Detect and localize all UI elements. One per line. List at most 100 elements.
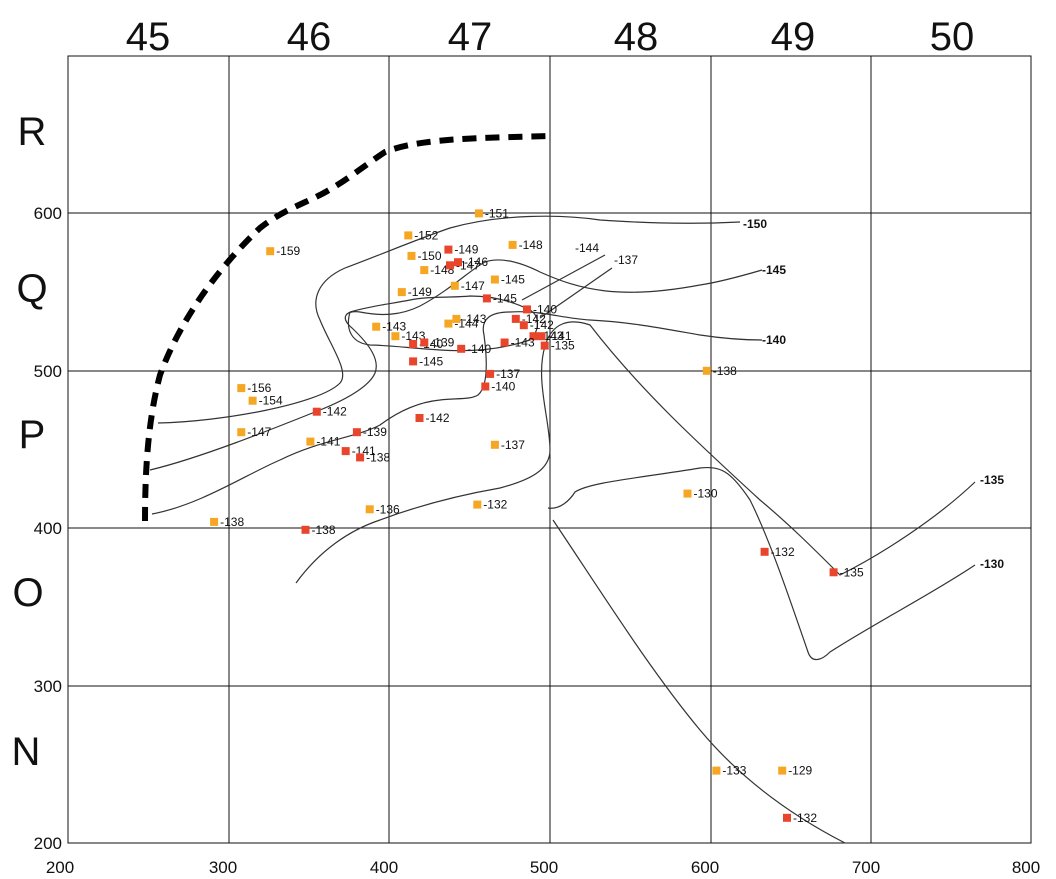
sample-marker [248,396,257,405]
sample-marker [523,305,531,314]
column-header: 50 [930,15,975,59]
sample-marker [454,258,462,267]
sample-marker-label: -139 [430,336,454,350]
column-header: 45 [126,15,171,59]
sample-marker-label: -140 [491,380,515,394]
leader-line-137 [539,267,613,319]
sample-marker [404,231,413,240]
sample-marker-label: -137 [496,367,520,381]
sample-marker-label: -149 [408,285,432,299]
x-tick-label: 700 [852,858,880,877]
sample-marker-label: -141 [316,435,340,449]
sample-marker [397,288,406,297]
sample-marker-label: -138 [366,450,390,464]
column-header: 46 [287,15,332,59]
sample-marker-label: -138 [312,523,336,537]
sample-marker [702,366,711,375]
y-axis-ticks: 600 500 400 300 200 [34,204,62,853]
sample-marker [420,266,429,275]
sample-marker-label: -132 [793,811,817,825]
sample-marker [519,321,528,330]
sample-marker [266,247,275,256]
sample-marker-label: -135 [840,565,864,579]
sample-marker [372,322,381,331]
sample-marker [301,525,310,534]
sample-marker-label: -135 [551,339,575,353]
sample-marker-label: -129 [788,764,812,778]
sample-marker-label: -142 [426,411,450,425]
sample-marker-label: -130 [694,487,718,501]
sample-marker-label: -147 [461,279,485,293]
x-tick-label: 300 [209,858,237,877]
sample-marker [760,547,769,556]
column-header: 49 [771,15,816,59]
contour-labels: -150 -145 -140 -135 -130 [743,217,1004,571]
row-header: N [12,730,41,774]
leader-line-144 [521,254,606,301]
sample-marker [391,332,400,341]
sample-marker [237,428,246,437]
sample-marker-label: -144 [454,317,478,331]
leader-labels: -144 -137 [575,241,638,267]
sample-marker-label: -143 [462,312,486,326]
column-header: 48 [614,15,659,59]
row-header: P [19,413,46,457]
sample-marker-label: -132 [771,545,795,559]
sample-marker [341,447,350,456]
contour-label-140: -140 [762,333,786,347]
sample-marker-label: -147 [456,258,480,272]
y-tick-label: 600 [34,204,62,223]
sample-marker-label: -136 [376,502,400,516]
contour-line-145 [149,259,763,471]
leader-label-144: -144 [575,241,599,255]
y-tick-label: 500 [34,362,62,381]
sample-marker [486,369,495,378]
sample-marker-label: -145 [493,291,517,305]
sample-marker [511,314,520,323]
sample-marker [482,294,491,303]
y-tick-label: 400 [34,519,62,538]
sample-marker-label: -143 [511,336,535,350]
sample-marker [481,382,490,391]
sample-marker-label: -143 [382,320,406,334]
sample-marker-label: -151 [485,206,509,220]
contour-label-130: -130 [980,557,1004,571]
sample-marker [452,314,461,323]
row-headers: R Q P O N [12,110,48,774]
sample-marker [508,240,517,249]
sample-marker-label: -145 [419,354,443,368]
sample-marker-label: -159 [276,244,300,258]
sample-marker-label: -143 [401,329,425,343]
column-header: 47 [448,15,493,59]
sample-marker [237,384,246,393]
sample-marker [420,338,429,347]
contour-line-140 [151,311,763,515]
x-tick-label: 200 [46,858,74,877]
sample-marker [457,344,466,353]
row-header: O [12,571,43,615]
contour-line-135-a [295,321,976,584]
sample-marker-label: -143 [540,329,564,343]
sample-marker-label: -140 [467,342,491,356]
leader-label-137: -137 [614,253,638,267]
dashed-boundary [142,133,549,522]
sample-marker [537,332,546,341]
sample-marker-label: -149 [454,243,478,257]
sample-marker [473,500,482,509]
sample-marker-label: -138 [713,364,737,378]
sample-marker [444,319,453,328]
sample-marker [712,766,721,775]
contour-label-145: -145 [762,263,786,277]
x-axis-ticks: 200 300 400 500 600 700 800 [46,858,1040,877]
sample-marker-label: -138 [220,515,244,529]
sample-marker [450,281,459,290]
sample-marker [474,209,483,218]
x-tick-label: 600 [691,858,719,877]
sample-marker-label: -140 [533,302,557,316]
map-grid [67,55,1032,844]
row-header: Q [16,267,47,311]
contour-label-135: -135 [980,473,1004,487]
sample-marker [210,517,219,526]
sample-marker [409,340,418,348]
